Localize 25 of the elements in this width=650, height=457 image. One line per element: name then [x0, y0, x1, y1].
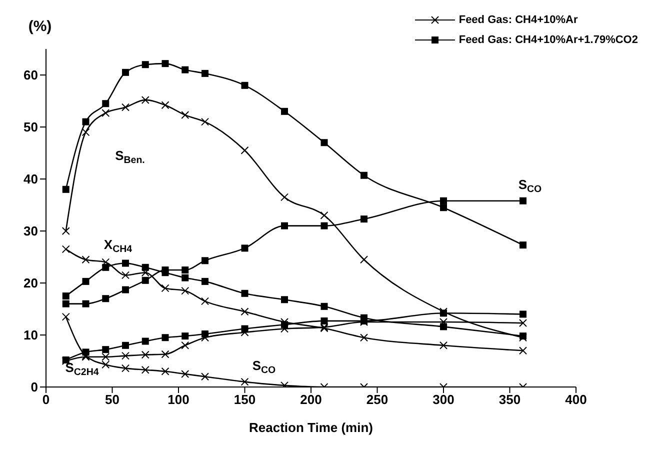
annotation: S$_{CO}$	[518, 177, 542, 194]
y-tick-label: 0	[30, 380, 38, 395]
annotation: S$_{Ben.}$	[115, 148, 146, 166]
x-tick-label: 50	[105, 392, 120, 408]
x-tick-label: 350	[498, 392, 521, 408]
annotation: S$_{CO}$	[252, 358, 276, 376]
x-axis-title: Reaction Time (min)	[248, 420, 374, 435]
x-tick-label: 150	[234, 392, 256, 408]
legend-label: Feed Gas: CH4+10%Ar+1.79%CO2	[458, 34, 638, 46]
annotation: X$_{CH4}$	[104, 237, 133, 254]
y-tick-label: 40	[24, 172, 38, 187]
y-tick-label: 60	[24, 68, 38, 83]
y-tick-label: 30	[24, 224, 38, 239]
annotation: S$_{C2H4}$	[65, 360, 100, 378]
x-tick-label: 400	[565, 392, 587, 408]
y-axis-title: (%)	[28, 18, 52, 35]
y-tick-label: 10	[24, 328, 38, 343]
x-tick-label: 100	[168, 392, 190, 408]
y-tick-label: 50	[24, 120, 38, 135]
x-tick-label: 300	[432, 392, 454, 408]
legend-label: Feed Gas: CH4+10%Ar	[458, 14, 578, 26]
x-tick-label: 200	[300, 392, 322, 408]
x-tick-label: 0	[42, 392, 50, 408]
y-tick-label: 20	[24, 276, 38, 291]
x-tick-label: 250	[366, 392, 388, 408]
